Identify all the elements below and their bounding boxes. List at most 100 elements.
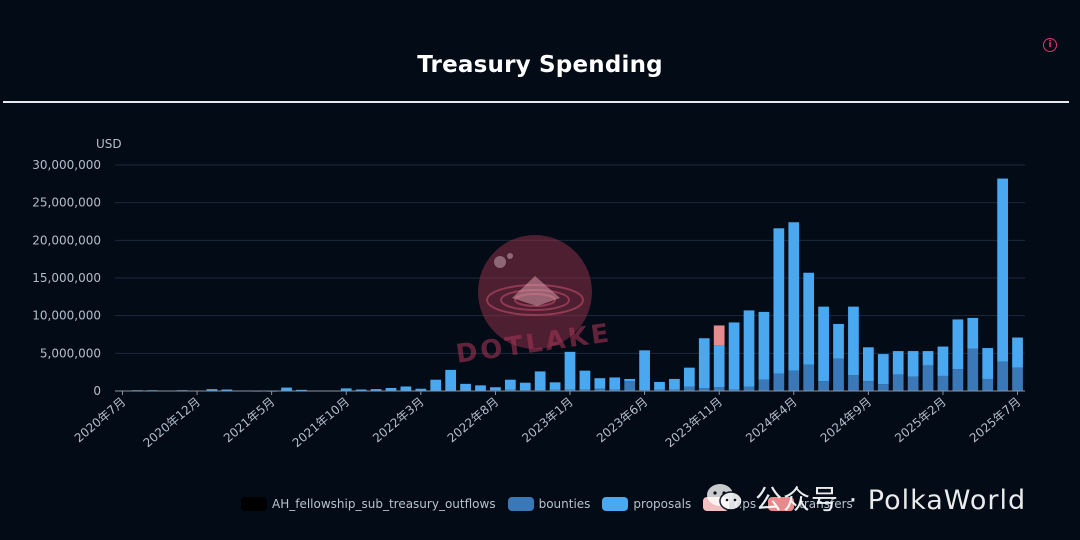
bar-proposals-39[interactable] [698, 338, 710, 388]
bar-proposals-51[interactable] [877, 354, 889, 385]
bar-proposals-35[interactable] [639, 350, 650, 391]
bar-bounties-46[interactable] [803, 364, 815, 391]
bar-proposals-46[interactable] [803, 272, 815, 365]
bar-bounties-40[interactable] [713, 387, 725, 391]
bar-proposals-34[interactable] [624, 378, 636, 382]
legend-swatch [241, 497, 267, 511]
bar-bounties-43[interactable] [758, 379, 770, 391]
legend-item-ah-fellowship-sub-treasury-outflows[interactable]: AH_fellowship_sub_treasury_outflows [241, 497, 496, 511]
bar-proposals-7[interactable] [221, 389, 233, 391]
bar-proposals-27[interactable] [519, 382, 531, 391]
bar-bounties-37[interactable] [669, 389, 680, 391]
bar-proposals-15[interactable] [340, 388, 352, 391]
bar-proposals-52[interactable] [892, 351, 904, 375]
bar-proposals-12[interactable] [296, 389, 307, 391]
bar-proposals-11[interactable] [281, 387, 292, 391]
legend-item-transfers[interactable]: transfers [768, 497, 853, 511]
bar-proposals-25[interactable] [490, 387, 501, 391]
bar-proposals-54[interactable] [922, 351, 934, 366]
bar-bounties-50[interactable] [862, 381, 874, 391]
bar-proposals-49[interactable] [848, 306, 859, 376]
x-tick-label: 2020年12月 [140, 395, 202, 451]
bar-proposals-21[interactable] [430, 379, 442, 391]
bar-bounties-49[interactable] [848, 375, 859, 391]
bar-proposals-33[interactable] [609, 377, 621, 390]
bar-proposals-60[interactable] [1012, 337, 1023, 368]
bar-proposals-53[interactable] [907, 351, 919, 377]
legend-item-bounties[interactable]: bounties [507, 497, 590, 511]
bar-proposals-56[interactable] [952, 319, 964, 370]
bar-proposals-41[interactable] [728, 322, 740, 390]
info-icon[interactable]: i [1043, 38, 1057, 52]
bar-proposals-48[interactable] [833, 323, 844, 359]
polkaworld-watermark: 公众号 · PolkaWorld [705, 478, 1026, 517]
bar-proposals-47[interactable] [818, 306, 829, 382]
bar-proposals-55[interactable] [937, 346, 949, 376]
bar-proposals-24[interactable] [475, 385, 486, 391]
x-tick-label: 2025年2月 [892, 395, 949, 446]
bar-proposals-17[interactable] [370, 389, 382, 391]
legend-item-proposals[interactable]: proposals [602, 497, 691, 511]
bar-bounties-57[interactable] [967, 348, 979, 391]
title-divider [3, 101, 1069, 103]
bar-proposals-38[interactable] [683, 367, 695, 387]
bar-bounties-26[interactable] [504, 389, 516, 391]
bar-bounties-33[interactable] [609, 389, 621, 391]
polkaworld-watermark-text: 公众号 · PolkaWorld [755, 485, 1027, 516]
bar-proposals-42[interactable] [743, 310, 755, 387]
bar-bounties-54[interactable] [922, 365, 934, 391]
bar-proposals-43[interactable] [758, 311, 770, 380]
bar-proposals-37[interactable] [669, 378, 680, 390]
bar-proposals-36[interactable] [654, 381, 665, 390]
bar-proposals-19[interactable] [400, 386, 412, 391]
bar-bounties-58[interactable] [982, 378, 994, 391]
bar-proposals-29[interactable] [549, 382, 561, 390]
bar-bounties-31[interactable] [579, 389, 591, 391]
bar-bounties-48[interactable] [833, 358, 844, 391]
bar-bounties-51[interactable] [877, 384, 889, 391]
bar-bounties-52[interactable] [892, 374, 904, 391]
bar-proposals-50[interactable] [862, 347, 874, 382]
bar-bounties-55[interactable] [937, 375, 949, 391]
bar-bounties-44[interactable] [773, 373, 785, 391]
chart-legend: AH_fellowship_sub_treasury_outflows bount… [241, 494, 865, 514]
bar-bounties-38[interactable] [683, 386, 695, 391]
bar-proposals-22[interactable] [445, 369, 457, 391]
bar-proposals-32[interactable] [594, 378, 606, 389]
bar-bounties-42[interactable] [743, 386, 755, 391]
bar-bounties-36[interactable] [654, 389, 665, 391]
y-tick-label: 5,000,000 [40, 346, 101, 360]
bar-bounties-32[interactable] [594, 388, 606, 391]
bar-bounties-47[interactable] [818, 381, 829, 391]
bar-bounties-34[interactable] [624, 381, 636, 391]
bar-bounties-56[interactable] [952, 369, 964, 391]
bar-proposals-58[interactable] [982, 348, 994, 379]
bar-proposals-23[interactable] [460, 383, 471, 391]
bar-bounties-41[interactable] [728, 389, 740, 391]
bar-transfers-40[interactable] [713, 325, 725, 346]
bar-bounties-29[interactable] [549, 389, 561, 391]
bars-layer [117, 178, 1023, 392]
bar-proposals-40[interactable] [713, 345, 725, 388]
bar-proposals-18[interactable] [385, 387, 397, 391]
bar-proposals-20[interactable] [415, 388, 427, 391]
bar-proposals-45[interactable] [788, 222, 800, 371]
bar-proposals-26[interactable] [504, 379, 516, 390]
bar-proposals-31[interactable] [579, 370, 591, 390]
bar-bounties-45[interactable] [788, 370, 800, 391]
bar-bounties-60[interactable] [1012, 367, 1023, 391]
bar-proposals-57[interactable] [967, 317, 979, 349]
bar-proposals-16[interactable] [355, 389, 367, 391]
bar-proposals-44[interactable] [773, 228, 785, 374]
y-tick-label: 25,000,000 [32, 196, 101, 210]
bar-proposals-6[interactable] [206, 389, 218, 391]
bar-bounties-30[interactable] [564, 389, 576, 391]
bar-proposals-30[interactable] [564, 351, 576, 390]
bar-bounties-53[interactable] [907, 376, 919, 391]
x-tick-label: 2023年1月 [519, 395, 576, 446]
bar-proposals-59[interactable] [997, 178, 1008, 362]
bar-bounties-39[interactable] [698, 387, 710, 391]
x-tick-label: 2023年6月 [594, 395, 651, 446]
bar-bounties-59[interactable] [997, 361, 1008, 391]
bar-proposals-28[interactable] [534, 371, 546, 391]
